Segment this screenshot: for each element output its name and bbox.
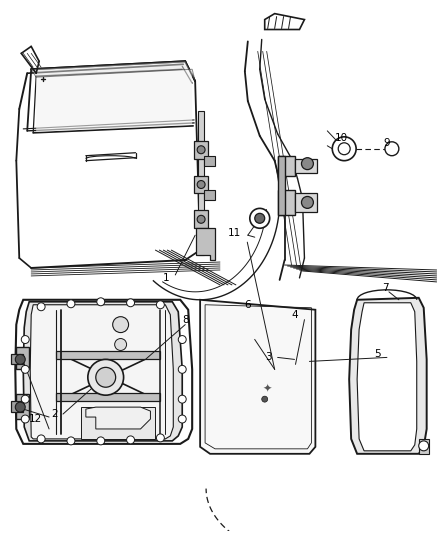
Circle shape bbox=[250, 208, 270, 228]
Polygon shape bbox=[11, 354, 23, 365]
Circle shape bbox=[338, 143, 350, 155]
Text: 5: 5 bbox=[374, 350, 381, 359]
Polygon shape bbox=[81, 407, 155, 439]
Text: 11: 11 bbox=[228, 228, 241, 238]
Circle shape bbox=[67, 300, 75, 308]
Polygon shape bbox=[16, 394, 29, 419]
Text: 12: 12 bbox=[29, 414, 42, 424]
Polygon shape bbox=[56, 351, 160, 359]
Circle shape bbox=[255, 213, 265, 223]
Circle shape bbox=[88, 359, 124, 395]
Polygon shape bbox=[200, 300, 315, 454]
Polygon shape bbox=[194, 175, 208, 193]
Circle shape bbox=[21, 395, 29, 403]
Text: 3: 3 bbox=[265, 352, 271, 362]
Polygon shape bbox=[11, 401, 23, 412]
Circle shape bbox=[15, 402, 25, 412]
Polygon shape bbox=[16, 348, 29, 369]
Circle shape bbox=[127, 299, 134, 307]
Polygon shape bbox=[204, 156, 215, 166]
Circle shape bbox=[15, 354, 25, 365]
Circle shape bbox=[178, 336, 186, 343]
Circle shape bbox=[332, 137, 356, 160]
Polygon shape bbox=[194, 211, 208, 228]
Circle shape bbox=[156, 301, 164, 309]
Circle shape bbox=[178, 365, 186, 373]
Circle shape bbox=[197, 215, 205, 223]
Circle shape bbox=[419, 441, 429, 451]
Circle shape bbox=[21, 336, 29, 343]
Polygon shape bbox=[294, 193, 318, 212]
Circle shape bbox=[127, 436, 134, 444]
Text: 9: 9 bbox=[383, 138, 389, 148]
Circle shape bbox=[262, 396, 268, 402]
Circle shape bbox=[67, 437, 75, 445]
Polygon shape bbox=[294, 159, 318, 173]
Polygon shape bbox=[194, 141, 208, 159]
Polygon shape bbox=[30, 305, 173, 439]
Polygon shape bbox=[198, 111, 204, 255]
Circle shape bbox=[37, 435, 45, 443]
Polygon shape bbox=[56, 393, 160, 401]
Text: 4: 4 bbox=[292, 310, 298, 320]
Circle shape bbox=[21, 415, 29, 423]
Polygon shape bbox=[349, 298, 427, 454]
Polygon shape bbox=[23, 302, 182, 441]
Circle shape bbox=[156, 434, 164, 442]
Polygon shape bbox=[419, 439, 429, 454]
Polygon shape bbox=[31, 61, 195, 81]
Text: 7: 7 bbox=[382, 283, 389, 293]
Circle shape bbox=[115, 338, 127, 351]
Polygon shape bbox=[357, 303, 417, 451]
Text: 6: 6 bbox=[244, 300, 251, 310]
Polygon shape bbox=[278, 190, 294, 215]
Text: ✦: ✦ bbox=[263, 384, 272, 394]
Circle shape bbox=[301, 158, 314, 169]
Polygon shape bbox=[278, 156, 285, 215]
Circle shape bbox=[113, 317, 129, 333]
Circle shape bbox=[197, 146, 205, 154]
Circle shape bbox=[37, 303, 45, 311]
Circle shape bbox=[178, 395, 186, 403]
Polygon shape bbox=[36, 69, 192, 132]
Text: 8: 8 bbox=[182, 314, 189, 325]
Circle shape bbox=[96, 367, 116, 387]
Text: 10: 10 bbox=[335, 133, 348, 143]
Circle shape bbox=[385, 142, 399, 156]
Circle shape bbox=[301, 197, 314, 208]
Circle shape bbox=[21, 365, 29, 373]
Polygon shape bbox=[196, 228, 215, 260]
Polygon shape bbox=[86, 407, 150, 429]
Circle shape bbox=[197, 181, 205, 189]
Text: 1: 1 bbox=[162, 273, 169, 283]
Circle shape bbox=[97, 437, 105, 445]
Circle shape bbox=[178, 415, 186, 423]
Text: 2: 2 bbox=[51, 409, 58, 419]
Polygon shape bbox=[204, 190, 215, 200]
Circle shape bbox=[97, 298, 105, 306]
Polygon shape bbox=[278, 156, 294, 175]
